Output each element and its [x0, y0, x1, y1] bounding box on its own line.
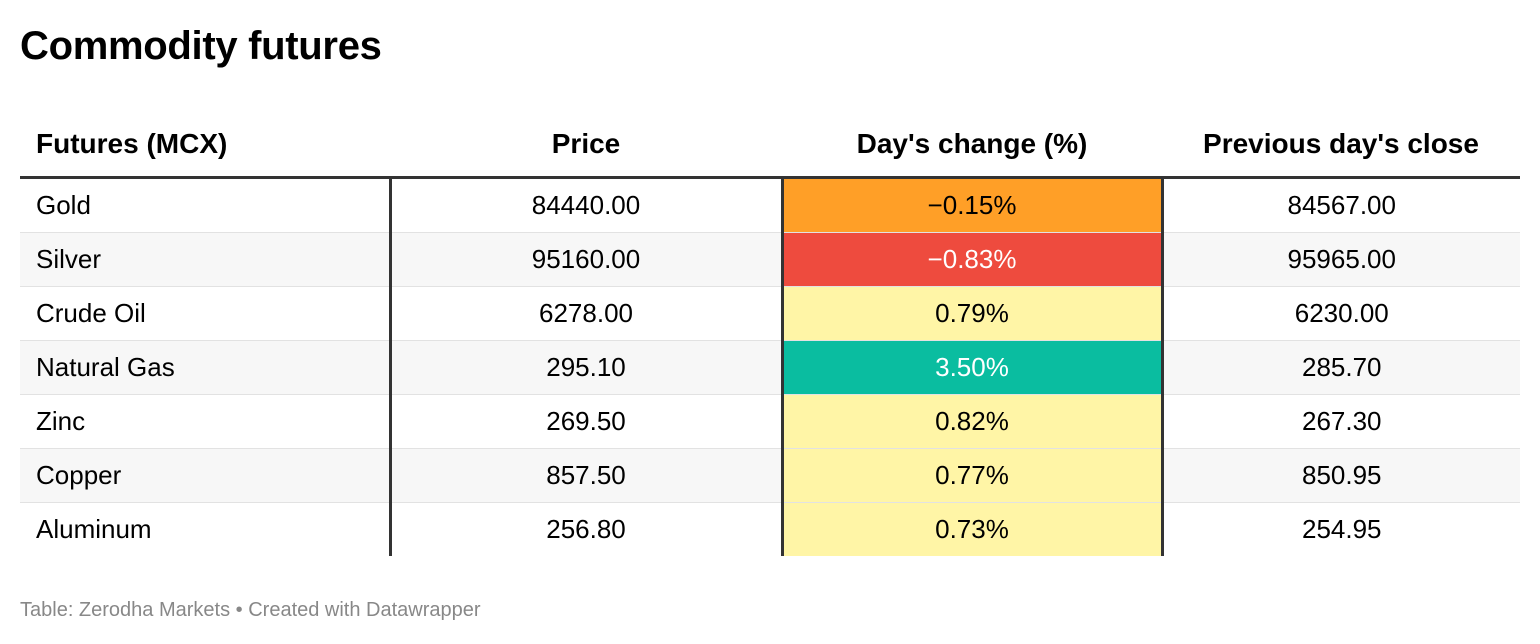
table-header: Futures (MCX) Price Day's change (%) Pre…: [20, 112, 1520, 179]
previous-close-cell: 254.95: [1301, 514, 1382, 544]
data-table-container: Futures (MCX) Price Day's change (%) Pre…: [20, 112, 1520, 556]
column-header-futures[interactable]: Futures (MCX): [20, 112, 390, 179]
table-row: Gold 84440.00 −0.15% 84567.00: [20, 177, 1520, 233]
commodity-name-cell: Aluminum: [20, 502, 392, 556]
commodity-name-cell: Copper: [20, 448, 392, 503]
column-header-price[interactable]: Price: [390, 112, 782, 179]
table-row: Copper 857.50 0.77% 850.95: [20, 448, 1520, 503]
commodity-name-cell: Gold: [20, 177, 392, 233]
price-cell: 857.50: [390, 448, 784, 503]
commodity-futures-table: Futures (MCX) Price Day's change (%) Pre…: [20, 112, 1520, 556]
commodity-name-cell: Natural Gas: [20, 340, 392, 395]
commodity-name-cell: Crude Oil: [20, 286, 392, 341]
days-change-cell: 3.50%: [782, 340, 1164, 395]
days-change-cell: 0.73%: [782, 502, 1164, 556]
commodity-name-cell: Silver: [20, 232, 392, 287]
chart-title: Commodity futures: [20, 24, 382, 68]
table-row: Crude Oil 6278.00 0.79% 6230.00: [20, 286, 1520, 341]
table-row: Zinc 269.50 0.82% 267.30: [20, 394, 1520, 449]
price-cell: 256.80: [390, 502, 784, 556]
commodity-name-cell: Zinc: [20, 394, 392, 449]
days-change-cell: 0.82%: [782, 394, 1164, 449]
price-cell: 6278.00: [390, 286, 784, 341]
table-row: Silver 95160.00 −0.83% 95965.00: [20, 232, 1520, 287]
source-note: Table: Zerodha Markets • Created with Da…: [20, 599, 481, 621]
days-change-cell: −0.83%: [782, 232, 1164, 287]
price-cell: 295.10: [390, 340, 784, 395]
days-change-cell: −0.15%: [782, 177, 1164, 233]
previous-close-cell: 84567.00: [1162, 177, 1520, 233]
previous-close-cell: 850.95: [1162, 448, 1520, 503]
previous-close-cell: 285.70: [1162, 340, 1520, 395]
price-cell: 84440.00: [390, 177, 784, 233]
column-header-previous-close[interactable]: Previous day's close: [1162, 112, 1520, 179]
days-change-cell: 0.79%: [782, 286, 1164, 341]
price-cell: 95160.00: [390, 232, 784, 287]
previous-close-cell: 267.30: [1162, 394, 1520, 449]
table-row: Natural Gas 295.10 3.50% 285.70: [20, 340, 1520, 395]
previous-close-cell: 95965.00: [1162, 232, 1520, 287]
header-row: Futures (MCX) Price Day's change (%) Pre…: [20, 112, 1520, 179]
days-change-cell: 0.77%: [782, 448, 1164, 503]
previous-close-cell: 6230.00: [1162, 286, 1520, 341]
price-cell: 269.50: [390, 394, 784, 449]
table-row: Aluminum 256.80 0.73% 254.95: [20, 502, 1520, 556]
table-body: Gold 84440.00 −0.15% 84567.00 Silver 95160.00…: [20, 177, 1520, 556]
column-header-days-change[interactable]: Day's change (%): [782, 112, 1162, 179]
